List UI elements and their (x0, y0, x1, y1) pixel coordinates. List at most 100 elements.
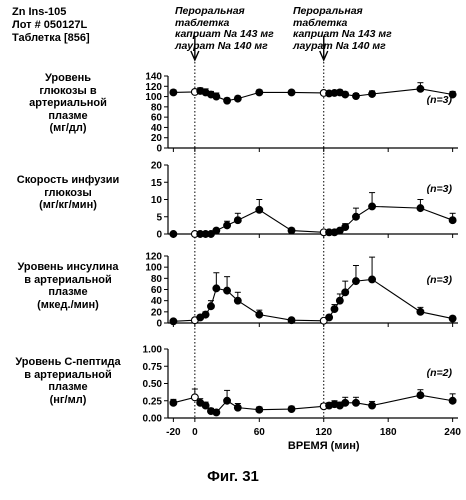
data-point (233, 216, 242, 225)
panel-caption-line: Уровень С-пептида (15, 356, 121, 368)
data-point (212, 92, 221, 101)
data-point (352, 212, 360, 221)
x-tick-label: 60 (254, 427, 266, 438)
data-point (233, 94, 242, 103)
x-tick-label: 180 (380, 427, 397, 438)
dose-annotation-line: лаурат Na 140 мг (175, 39, 268, 52)
y-tick-label: 0.00 (143, 414, 163, 425)
n-label: (n=3) (427, 94, 453, 106)
y-tick-label: 40 (151, 296, 163, 307)
panel-caption-line: в артериальной (24, 368, 112, 381)
data-point (341, 288, 350, 297)
data-point (352, 277, 360, 286)
data-point (255, 88, 264, 97)
panel-caption: Уровень инсулина в артериальной плазме (мке… (2, 261, 134, 311)
n-label: (n=2) (427, 367, 453, 379)
y-tick-label: 0.25 (143, 396, 163, 407)
data-point (255, 310, 264, 319)
y-tick-label: 120 (145, 252, 162, 263)
data-point (341, 398, 350, 407)
data-point (287, 88, 296, 97)
data-point (416, 84, 425, 93)
dose-annotation-line: таблетка (175, 16, 230, 29)
y-tick-label: 15 (151, 178, 163, 189)
panel-caption-line: глюкозы в (39, 84, 97, 97)
data-point (416, 307, 425, 316)
data-point (341, 90, 350, 99)
dose-annotation-line: каприат Na 143 мг (175, 28, 274, 40)
y-tick-label: 0.75 (143, 362, 163, 373)
data-point (255, 205, 264, 214)
data-point (416, 391, 425, 400)
dose-arrow-head (190, 50, 200, 62)
y-tick-label: 20 (151, 161, 163, 172)
y-tick-label: 40 (151, 123, 163, 134)
panel-caption-line: плазме (48, 286, 88, 298)
data-point (212, 284, 221, 293)
y-tick-label: 20 (151, 307, 163, 318)
panel-caption: Уровень С-пептида в артериальной плазме (нг… (2, 356, 134, 406)
panel-caption: Уровень глюкозы в артериальной плазме (мг/дл… (2, 72, 134, 135)
x-tick-label: 120 (315, 427, 332, 438)
panel-caption-line: глюкозы (44, 186, 92, 199)
x-axis-label: ВРЕМЯ (мин) (288, 440, 360, 452)
data-point (368, 202, 377, 211)
data-point (207, 302, 215, 311)
data-point (212, 226, 221, 235)
data-point (341, 223, 350, 232)
y-tick-label: 100 (145, 92, 162, 103)
y-tick-label: 80 (151, 274, 163, 285)
header-line-compound: Zn Ins-105 (12, 6, 67, 18)
y-tick-label: 80 (151, 102, 163, 113)
y-tick-label: 1.00 (143, 345, 163, 356)
x-tick-label: 240 (444, 427, 461, 438)
n-label: (n=3) (427, 274, 453, 286)
figure-caption: Фиг. 31 (207, 468, 259, 485)
data-point (287, 316, 296, 325)
header-line-lot: Лот # 050127L (12, 19, 88, 31)
data-point (352, 398, 360, 407)
data-point (335, 296, 344, 305)
panel-caption-line: (мкед./мин) (37, 298, 99, 311)
panel-caption-line: (мг/дл) (49, 122, 87, 134)
y-tick-label: 0 (156, 230, 162, 241)
data-point (223, 286, 232, 295)
y-tick-label: 100 (145, 263, 162, 274)
header-line-tablet: Таблетка [856] (12, 32, 90, 44)
data-point (201, 310, 210, 319)
y-tick-label: 120 (145, 82, 162, 93)
y-tick-label: 20 (151, 133, 163, 144)
data-point (325, 313, 334, 322)
data-point (335, 226, 344, 235)
dose-annotation-line: таблетка (293, 16, 348, 29)
data-point (368, 401, 377, 410)
panel-caption: Скорость инфузии глюкозы (мг/кг/мин) (2, 174, 134, 212)
dose-annotation-line: каприат Na 143 мг (293, 28, 392, 40)
data-point (190, 393, 199, 402)
data-point (201, 401, 210, 410)
data-point (448, 396, 457, 405)
y-tick-label: 5 (156, 212, 162, 223)
y-tick-label: 0 (156, 144, 162, 155)
data-point (448, 90, 457, 99)
panel-caption-line: Уровень (44, 72, 91, 84)
panel-caption-line: артериальной (29, 97, 107, 109)
data-point (255, 405, 264, 414)
data-point (223, 221, 232, 230)
y-tick-label: 0 (156, 319, 162, 330)
n-label: (n=3) (427, 183, 453, 195)
panel-caption-line: (мг/кг/мин) (39, 199, 97, 211)
dose-annotation-second: Пероральная таблетка каприат Na 143 мг лаур… (293, 5, 392, 52)
data-point (223, 96, 232, 105)
y-tick-label: 0.50 (143, 379, 163, 390)
data-point (330, 305, 339, 313)
x-tick-label: 0 (192, 427, 198, 438)
data-point (169, 230, 178, 238)
x-tick-label: -20 (166, 427, 181, 438)
data-point (169, 88, 178, 97)
panel-caption-line: Скорость инфузии (16, 174, 120, 186)
data-point (368, 90, 377, 98)
dose-arrow-head (319, 50, 329, 62)
